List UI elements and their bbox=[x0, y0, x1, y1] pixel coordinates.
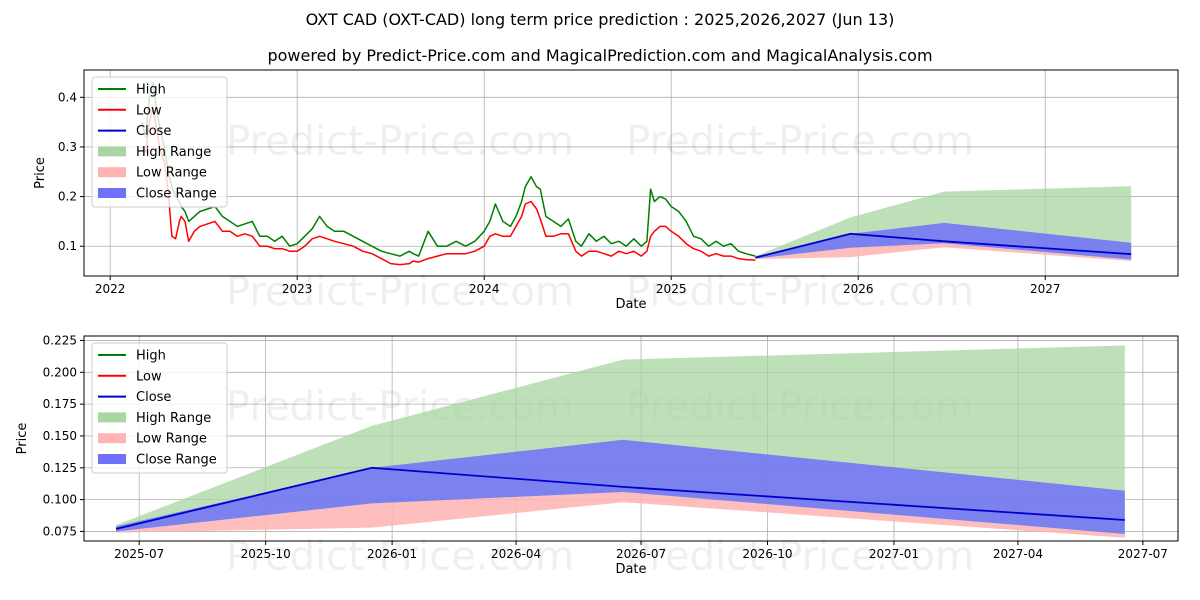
x-tick-label: 2027-07 bbox=[1118, 547, 1168, 561]
y-tick-label: 0.1 bbox=[58, 239, 77, 253]
plot-area bbox=[141, 81, 1132, 266]
legend-swatch bbox=[98, 454, 126, 464]
chart-subtitle: powered by Predict-Price.com and Magical… bbox=[267, 46, 933, 65]
watermark: Predict-Price.com bbox=[626, 269, 974, 315]
watermark: Predict-Price.com bbox=[226, 269, 574, 315]
plot-frame bbox=[83, 69, 1179, 277]
legend-label: Close Range bbox=[136, 187, 217, 202]
low-series-line bbox=[141, 106, 756, 266]
x-tick-label: 2027-04 bbox=[993, 547, 1043, 561]
x-axis-label: Date bbox=[615, 297, 646, 312]
watermark: Predict-Price.com bbox=[626, 118, 974, 164]
legend-label: Close bbox=[136, 390, 171, 405]
upper-chart-panel: Predict-Price.com Predict-Price.com Predic… bbox=[33, 69, 1179, 315]
legend: High Low Close High Range Low Range Close Ran… bbox=[91, 342, 228, 474]
legend-swatch bbox=[98, 412, 126, 423]
legend: High Low Close High Range Low Range Close Ran… bbox=[91, 76, 228, 208]
high-series-line bbox=[141, 81, 756, 257]
legend-label: Low bbox=[136, 103, 162, 118]
low-range-area bbox=[116, 492, 1125, 538]
y-axis-label: Price bbox=[15, 423, 30, 455]
legend-label: Low Range bbox=[136, 166, 207, 181]
plot-area bbox=[115, 345, 1125, 538]
plot-frame bbox=[83, 335, 1179, 542]
close-series-line bbox=[115, 466, 1125, 530]
x-tick-label: 2025-10 bbox=[241, 547, 291, 561]
legend-label: High Range bbox=[136, 411, 211, 426]
x-tick-label: 2026-01 bbox=[367, 547, 417, 561]
legend-label: High bbox=[136, 83, 166, 98]
legend-label: High Range bbox=[136, 145, 211, 160]
legend-label: High bbox=[136, 349, 166, 364]
x-tick-label: 2025 bbox=[656, 282, 687, 296]
y-tick-label: 0.075 bbox=[43, 524, 77, 538]
legend-label: Low Range bbox=[136, 432, 207, 447]
y-tick-label: 0.4 bbox=[58, 90, 77, 104]
y-tick-label: 0.175 bbox=[43, 397, 77, 411]
x-tick-label: 2026 bbox=[843, 282, 874, 296]
x-tick-label: 2026-04 bbox=[491, 547, 541, 561]
legend-swatch bbox=[98, 188, 126, 198]
legend-label: Low bbox=[136, 369, 162, 384]
close-series-line bbox=[755, 232, 1132, 259]
y-tick-label: 0.3 bbox=[58, 140, 77, 154]
x-tick-label: 2024 bbox=[469, 282, 500, 296]
legend-swatch bbox=[98, 146, 126, 157]
x-axis-label: Date bbox=[615, 562, 646, 577]
y-axis-label: Price bbox=[33, 157, 48, 189]
legend-label: Close bbox=[136, 124, 171, 139]
x-tick-label: 2022 bbox=[95, 282, 126, 296]
x-tick-label: 2027 bbox=[1030, 282, 1061, 296]
y-tick-label: 0.100 bbox=[43, 493, 77, 507]
watermark: Predict-Price.com bbox=[226, 118, 574, 164]
y-tick-label: 0.200 bbox=[43, 365, 77, 379]
x-tick-label: 2027-01 bbox=[869, 547, 919, 561]
legend-swatch bbox=[98, 433, 126, 444]
x-tick-label: 2026-07 bbox=[616, 547, 666, 561]
y-tick-label: 0.225 bbox=[43, 333, 77, 347]
x-tick-label: 2023 bbox=[282, 282, 313, 296]
x-tick-label: 2025-07 bbox=[114, 547, 164, 561]
y-tick-label: 0.2 bbox=[58, 190, 77, 204]
legend-swatch bbox=[98, 167, 126, 178]
legend-label: Close Range bbox=[136, 453, 217, 468]
chart-title: OXT CAD (OXT-CAD) long term price predic… bbox=[305, 10, 895, 29]
x-tick-label: 2026-10 bbox=[742, 547, 792, 561]
low-range-area bbox=[755, 243, 1132, 262]
y-tick-label: 0.125 bbox=[43, 461, 77, 475]
y-tick-label: 0.150 bbox=[43, 429, 77, 443]
